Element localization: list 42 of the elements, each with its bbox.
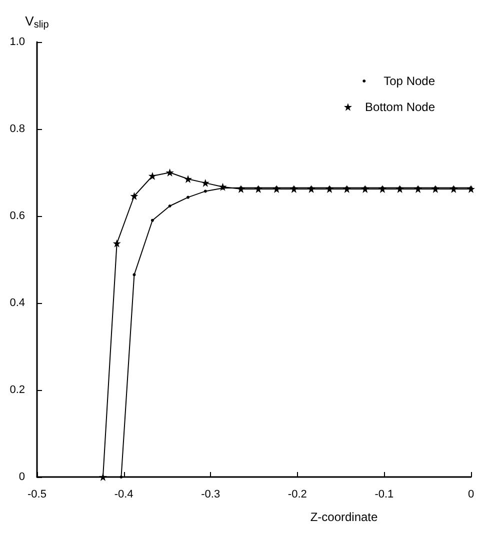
point (204, 190, 207, 193)
point (186, 196, 190, 199)
y-tick-label: 0 (18, 471, 25, 483)
x-tick-label: -0.2 (288, 488, 307, 500)
x-tick-label: 0 (468, 488, 474, 500)
point (467, 185, 475, 194)
y-tick-label: 0.8 (10, 123, 25, 135)
point (450, 185, 458, 194)
x-axis-title: Z-coordinate (310, 510, 378, 524)
point (112, 239, 121, 248)
point (98, 473, 107, 481)
point (130, 192, 138, 200)
x-tick-label: -0.3 (201, 488, 220, 500)
point (378, 185, 386, 194)
y-tick-label: 0.6 (10, 210, 25, 222)
point (150, 218, 154, 222)
point (166, 168, 174, 176)
point (290, 185, 298, 194)
point (132, 273, 136, 276)
y-tick-label: 0.4 (10, 297, 25, 309)
point (431, 185, 440, 194)
point (168, 204, 172, 208)
point (414, 185, 422, 194)
x-tick-label: -0.1 (374, 488, 394, 500)
point (184, 175, 192, 184)
point (307, 185, 316, 194)
x-tick-label: -0.5 (28, 488, 46, 500)
legend-label: Top Node (384, 74, 436, 88)
point (254, 185, 262, 194)
y-tick-label: 1.0 (10, 36, 25, 48)
point (272, 185, 281, 194)
point (326, 185, 334, 194)
point (361, 185, 370, 194)
point (342, 185, 351, 194)
point (236, 185, 245, 194)
point (201, 178, 210, 187)
x-tick-label: -0.4 (114, 488, 134, 500)
point (218, 182, 227, 191)
y-tick-label: 0.2 (10, 384, 25, 396)
point (396, 185, 404, 194)
legend-label: Bottom Node (364, 100, 436, 114)
point (148, 172, 156, 180)
